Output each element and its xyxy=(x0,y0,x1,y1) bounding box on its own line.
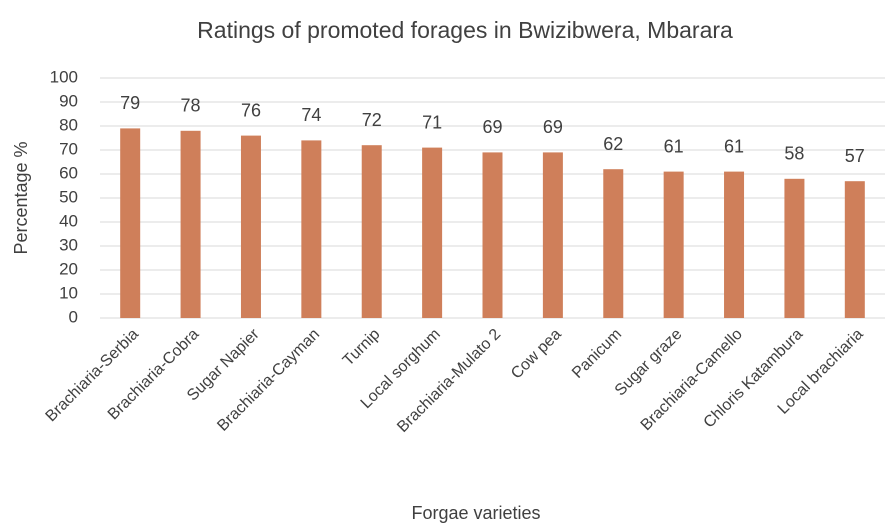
data-label: 76 xyxy=(241,100,261,120)
y-tick-label: 40 xyxy=(59,211,78,230)
x-tick-label: Brachiaria-Mulato 2 xyxy=(394,326,504,436)
bar xyxy=(724,171,745,318)
y-tick-label: 10 xyxy=(59,283,78,302)
bar xyxy=(180,130,201,318)
data-label: 61 xyxy=(724,136,744,156)
x-tick-label: Cow pea xyxy=(508,326,565,383)
y-tick-label: 60 xyxy=(59,163,78,182)
data-label: 69 xyxy=(543,117,563,137)
data-label: 72 xyxy=(362,110,382,130)
x-tick-label: Panicum xyxy=(569,326,625,382)
bar xyxy=(301,140,322,318)
data-label: 79 xyxy=(120,93,140,113)
data-label: 78 xyxy=(181,96,201,116)
x-tick-label: Brachiaria-Camello xyxy=(638,326,746,434)
bar xyxy=(542,152,563,318)
y-tick-label: 0 xyxy=(69,307,78,326)
bar xyxy=(240,135,261,318)
bar xyxy=(663,171,684,318)
bar xyxy=(844,181,865,318)
y-axis-label: Percentage % xyxy=(11,141,31,254)
chart-title: Ratings of promoted forages in Bwizibwer… xyxy=(197,17,733,43)
data-label: 58 xyxy=(784,144,804,164)
y-tick-label: 90 xyxy=(59,91,78,110)
x-tick-label: Brachiaria-Cayman xyxy=(214,326,323,435)
x-axis-label: Forgae varieties xyxy=(411,503,540,523)
bar xyxy=(361,145,382,318)
data-label: 74 xyxy=(301,105,321,125)
data-label: 57 xyxy=(845,146,865,166)
bar xyxy=(784,178,805,318)
y-tick-label: 50 xyxy=(59,187,78,206)
data-label: 71 xyxy=(422,112,442,132)
bar xyxy=(482,152,503,318)
data-label: 69 xyxy=(482,117,502,137)
bar xyxy=(603,169,624,318)
y-tick-label: 30 xyxy=(59,235,78,254)
y-tick-label: 80 xyxy=(59,115,78,134)
data-label: 61 xyxy=(664,136,684,156)
y-tick-label: 70 xyxy=(59,139,78,158)
bar xyxy=(422,147,443,318)
x-tick-label: Chloris Katambura xyxy=(701,326,807,432)
x-tick-label: Turnip xyxy=(340,326,384,370)
y-tick-label: 100 xyxy=(50,67,78,86)
bar xyxy=(120,128,141,318)
data-label: 62 xyxy=(603,134,623,154)
y-tick-label: 20 xyxy=(59,259,78,278)
